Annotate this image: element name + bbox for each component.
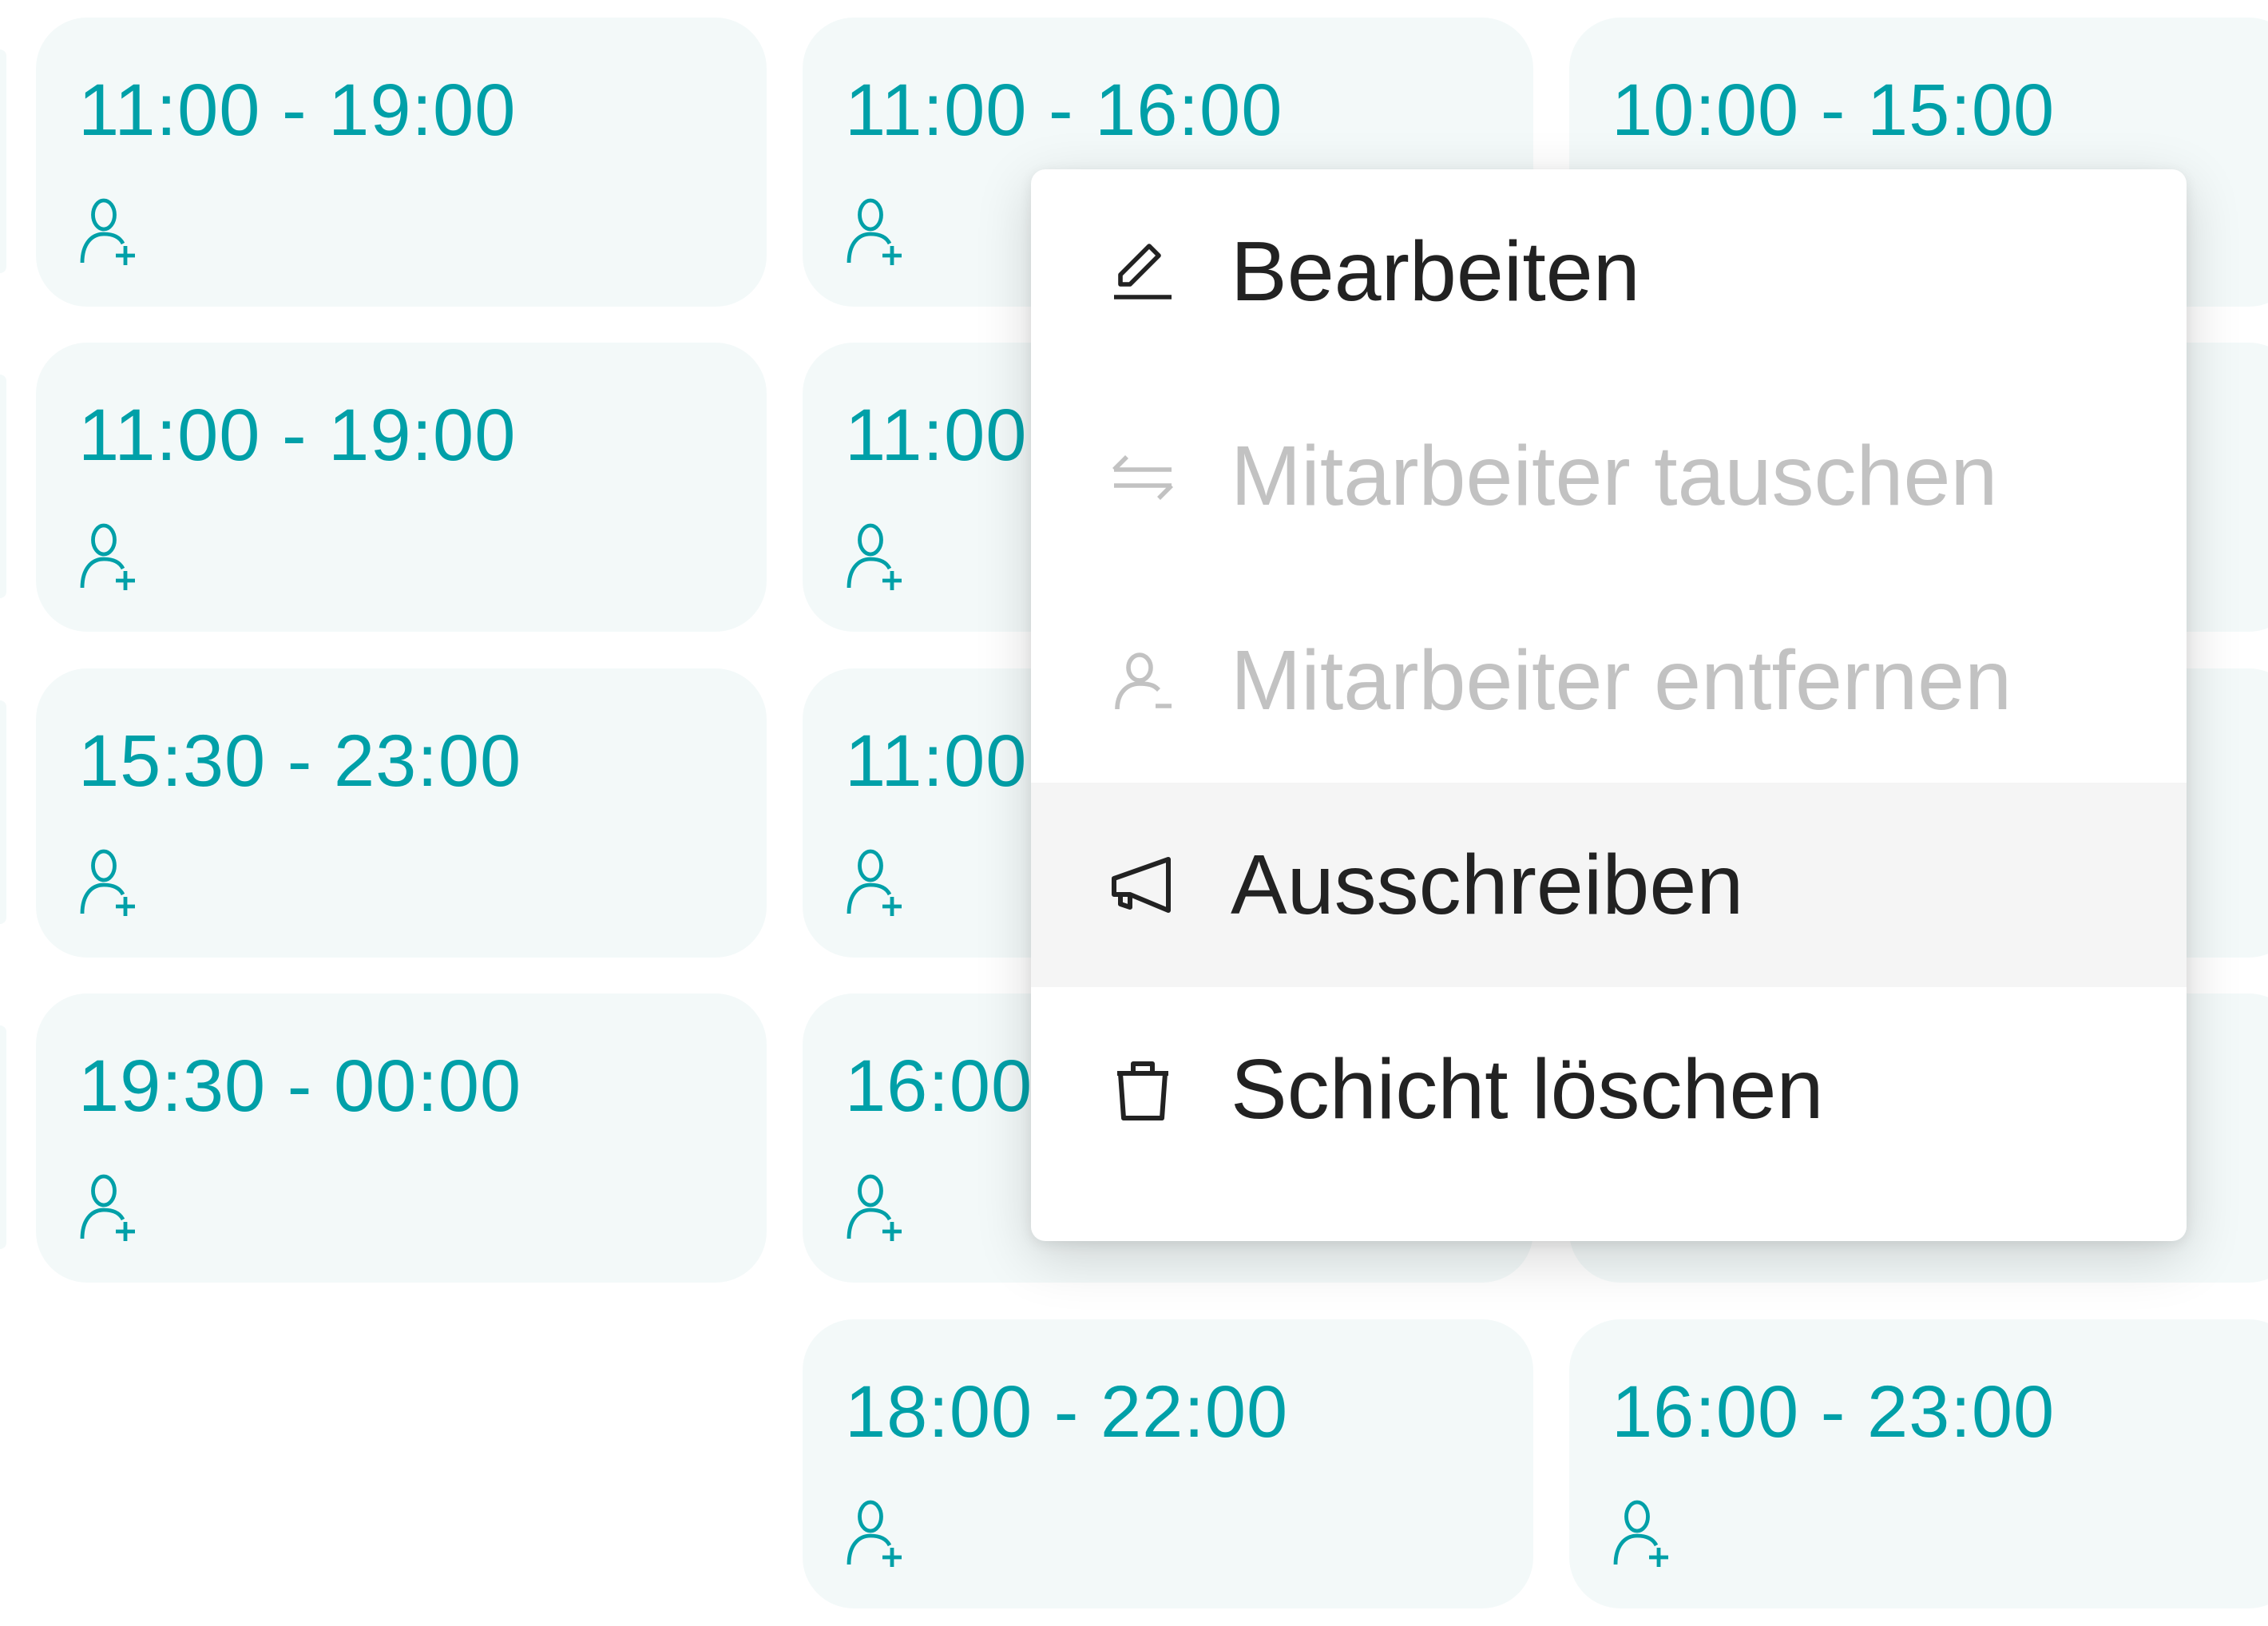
menu-item-label: Schicht löschen bbox=[1231, 1041, 1824, 1136]
trash-icon bbox=[1117, 1061, 1168, 1120]
shift-time: 11:00 bbox=[845, 395, 1028, 476]
menu-item-delete-shift[interactable]: Schicht löschen bbox=[1031, 987, 2187, 1192]
shift-time: 11:00 - 16:00 bbox=[845, 69, 1283, 151]
user-minus-icon bbox=[1115, 652, 1172, 710]
shift-card[interactable]: 15:30 - 23:00 bbox=[36, 668, 767, 958]
shift-time: 11:00 - 19:00 bbox=[78, 69, 517, 151]
user-plus-icon[interactable] bbox=[77, 195, 145, 268]
shift-time: 11:00 - 19:00 bbox=[78, 395, 517, 476]
shift-card[interactable]: 11:00 - 19:00 bbox=[36, 343, 767, 632]
user-plus-icon[interactable] bbox=[844, 846, 911, 919]
shift-time: 11:00 bbox=[845, 720, 1028, 802]
partial-shift-card bbox=[0, 700, 6, 924]
menu-item-remove-employee[interactable]: Mitarbeiter entfernen bbox=[1031, 578, 2187, 783]
user-plus-icon[interactable] bbox=[844, 1497, 911, 1570]
context-menu: Bearbeiten Mitarbeiter tauschen Mitarbei… bbox=[1031, 169, 2187, 1241]
user-plus-icon[interactable] bbox=[1611, 1497, 1678, 1570]
partial-shift-card bbox=[0, 50, 6, 273]
shift-time: 19:30 - 00:00 bbox=[78, 1045, 522, 1127]
user-plus-icon[interactable] bbox=[844, 1171, 911, 1244]
partial-shift-card bbox=[0, 1025, 6, 1249]
shift-time: 16:00 bbox=[845, 1045, 1033, 1127]
user-plus-icon[interactable] bbox=[77, 1171, 145, 1244]
menu-item-label: Mitarbeiter entfernen bbox=[1231, 633, 2012, 728]
shift-card[interactable]: 16:00 - 23:00 bbox=[1569, 1319, 2268, 1608]
shift-time: 18:00 - 22:00 bbox=[845, 1371, 1289, 1453]
menu-item-edit[interactable]: Bearbeiten bbox=[1031, 169, 2187, 374]
user-plus-icon[interactable] bbox=[844, 195, 911, 268]
user-plus-icon[interactable] bbox=[77, 846, 145, 919]
menu-item-label: Ausschreiben bbox=[1231, 837, 1744, 932]
menu-item-swap-employee[interactable]: Mitarbeiter tauschen bbox=[1031, 374, 2187, 578]
shift-card[interactable]: 11:00 - 19:00 bbox=[36, 18, 767, 307]
shift-time: 15:30 - 23:00 bbox=[78, 720, 522, 802]
menu-item-label: Mitarbeiter tauschen bbox=[1231, 428, 1998, 523]
swap-icon bbox=[1112, 455, 1173, 500]
shift-time: 16:00 - 23:00 bbox=[1612, 1371, 2056, 1453]
menu-item-label: Bearbeiten bbox=[1231, 224, 1640, 319]
user-plus-icon[interactable] bbox=[77, 520, 145, 593]
shift-time: 10:00 - 15:00 bbox=[1612, 69, 2056, 151]
shift-card[interactable]: 18:00 - 22:00 bbox=[803, 1319, 1533, 1608]
shift-card[interactable]: 19:30 - 00:00 bbox=[36, 993, 767, 1283]
partial-shift-card bbox=[0, 375, 6, 598]
user-plus-icon[interactable] bbox=[844, 520, 911, 593]
pencil-icon bbox=[1114, 244, 1172, 299]
megaphone-icon bbox=[1112, 857, 1171, 913]
menu-item-publish[interactable]: Ausschreiben bbox=[1031, 783, 2187, 987]
